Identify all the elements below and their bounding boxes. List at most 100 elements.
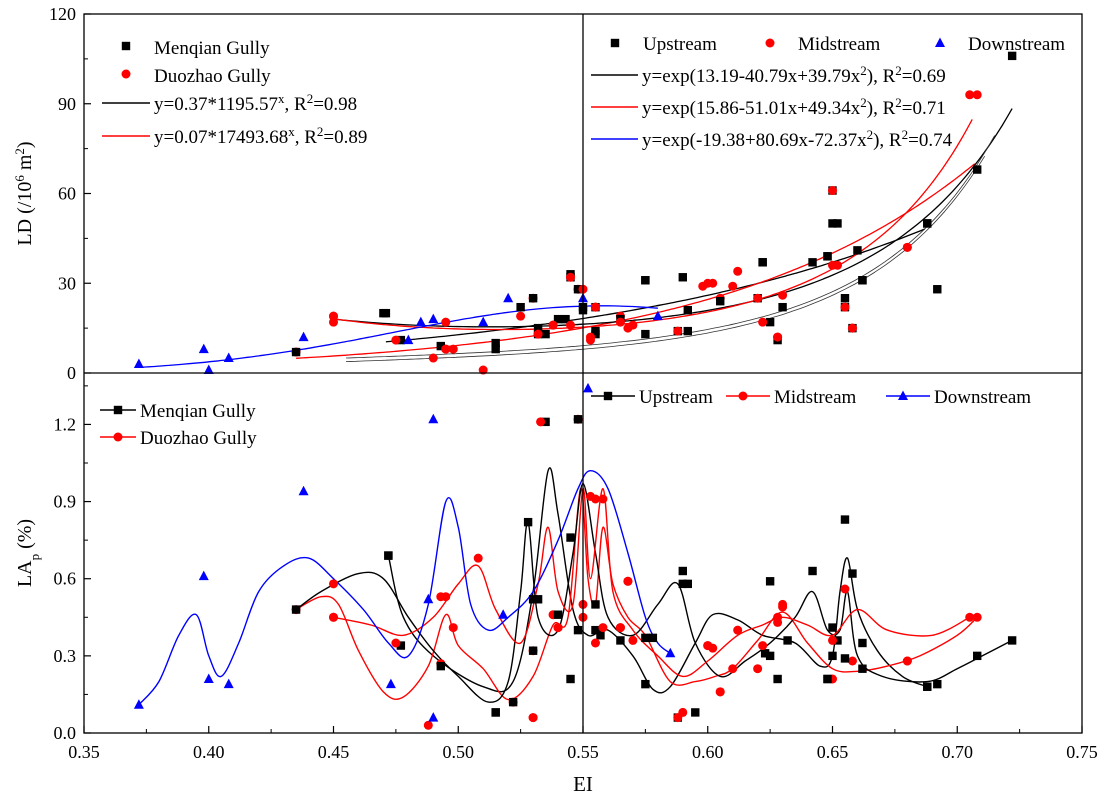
legend-label-upstream-bottom: Upstream: [639, 387, 713, 408]
legend-stream-fit-label-1-part: 2: [895, 63, 902, 78]
point-upstream: [858, 276, 867, 285]
point-upstream: [691, 708, 700, 717]
point-menqian-gully: [396, 641, 406, 650]
point-menqian-gully: [828, 623, 837, 632]
legend-stream-fit-label-2-part: 2: [895, 95, 902, 110]
legend-marker-downstream-bottom: [898, 390, 908, 400]
point-upstream: [823, 252, 832, 261]
y-axis-label-top-part: LD (/10: [14, 182, 36, 246]
point-midstream: [391, 638, 401, 648]
point-midstream: [828, 186, 837, 196]
y-tick-label-bottom: 0.6: [54, 569, 77, 589]
point-upstream: [828, 651, 837, 661]
frame-layer: [83, 13, 1083, 734]
legend-label-menqian-gully: Menqian Gully: [140, 401, 256, 422]
point-upstream: [840, 294, 850, 303]
legend-label-duozhao-gully: Duozhao Gully: [140, 428, 257, 449]
point-midstream: [615, 623, 625, 633]
labels-layer: Menqian Gully Duozhao Gully y=0.37*1195.57…: [12, 4, 1098, 796]
point-upstream: [716, 297, 725, 306]
legend-label-downstream: Downstream: [968, 34, 1065, 55]
point-duozhao-gully: [728, 281, 738, 291]
point-upstream: [1007, 636, 1017, 645]
point-midstream: [778, 602, 788, 612]
point-menqian-gully: [641, 329, 650, 339]
point-midstream: [329, 311, 338, 321]
legend-marker-menqian-gully: [113, 405, 123, 415]
point-downstream: [498, 609, 509, 619]
point-menqian-gully: [858, 638, 867, 648]
markers-layer: [133, 51, 1017, 730]
legend-fit-label-1-part: =0.98: [313, 94, 357, 115]
y-axis-label-top: LD (/106 m2): [12, 141, 37, 245]
point-downstream: [582, 382, 593, 393]
legend-stream-fit-label-3-part: y=exp(-19.38+80.69x-72.37x: [642, 130, 867, 151]
point-duozhao-gully: [516, 311, 526, 321]
point-downstream: [133, 699, 144, 709]
y-axis-label-top-part: 2: [12, 148, 27, 155]
legend-fit-label-2-part: x: [288, 124, 295, 139]
legend-stream-fit-label-1-part: ), R: [867, 66, 896, 87]
point-menqian-gully: [840, 515, 850, 524]
point-menqian-gully: [765, 577, 775, 586]
point-downstream: [428, 313, 439, 324]
point-midstream: [478, 365, 488, 375]
point-upstream: [533, 595, 543, 604]
point-upstream: [516, 302, 525, 312]
point-downstream: [223, 352, 234, 363]
point-midstream: [329, 612, 338, 622]
point-upstream: [641, 276, 650, 285]
point-midstream: [473, 553, 483, 563]
point-duozhao-gully: [847, 656, 857, 666]
point-upstream: [573, 415, 583, 424]
point-upstream: [678, 273, 687, 282]
point-menqian-gully: [396, 335, 406, 345]
point-midstream: [598, 623, 608, 633]
legend-marker-duozhao-gully: [113, 432, 123, 442]
legend-stream-fit-label-1: y=exp(13.19-40.79x+39.79x2), R2=0.69: [642, 63, 946, 88]
legend-marker-menqian-gully: [121, 41, 131, 51]
x-tick-label: 0.50: [443, 742, 475, 762]
point-midstream: [902, 242, 912, 252]
point-duozhao-gully: [448, 623, 458, 633]
point-upstream: [436, 341, 445, 351]
legend-stream-fit-label-2-part: y=exp(15.86-51.01x+49.34x: [642, 98, 861, 119]
legend-stream-fit-label-3-part: =0.74: [908, 130, 952, 151]
point-downstream: [478, 316, 489, 327]
point-upstream: [778, 302, 787, 312]
point-menqian-gully: [648, 633, 658, 643]
curves-layer: [138, 108, 1013, 706]
legend-label-menqian-gully: Menqian Gully: [154, 38, 270, 59]
legend-stream-fit-label-2-part: 2: [860, 95, 867, 110]
legend-label-midstream: Midstream: [798, 34, 881, 55]
point-upstream: [491, 708, 500, 717]
legend-stream-fit-label-2-part: =0.71: [902, 98, 946, 119]
point-midstream: [673, 713, 683, 723]
x-axis-label: EI: [573, 772, 593, 796]
legend-stream-fit-label-3-part: ), R: [873, 130, 902, 151]
point-menqian-gully: [561, 314, 570, 324]
point-midstream: [553, 623, 563, 633]
legend-marker-duozhao-gully: [121, 69, 131, 79]
legend-marker-midstream: [765, 38, 775, 48]
point-downstream: [385, 678, 396, 689]
point-downstream: [428, 712, 439, 722]
x-tick-label: 0.65: [817, 742, 849, 762]
point-menqian-gully: [833, 219, 842, 228]
y-axis-label-top-part: ): [14, 141, 36, 148]
point-midstream: [615, 317, 625, 327]
legend-stream-fit-label-3-part: 2: [867, 127, 874, 142]
point-midstream: [773, 332, 783, 342]
legend-stream-fit-label-2-part: ), R: [867, 98, 896, 119]
legend-stream-fit-label-3-part: 2: [902, 127, 909, 142]
point-downstream: [223, 678, 234, 689]
legend-stream-fit-label-2: y=exp(15.86-51.01x+49.34x2), R2=0.71: [642, 95, 946, 120]
point-menqian-gully: [541, 329, 550, 339]
point-upstream: [858, 664, 867, 673]
point-upstream: [491, 344, 500, 354]
point-menqian-gully: [566, 533, 575, 542]
point-duozhao-gully: [728, 664, 738, 674]
point-duozhao-gully: [329, 579, 338, 589]
point-upstream: [973, 651, 982, 661]
point-midstream: [436, 592, 446, 602]
